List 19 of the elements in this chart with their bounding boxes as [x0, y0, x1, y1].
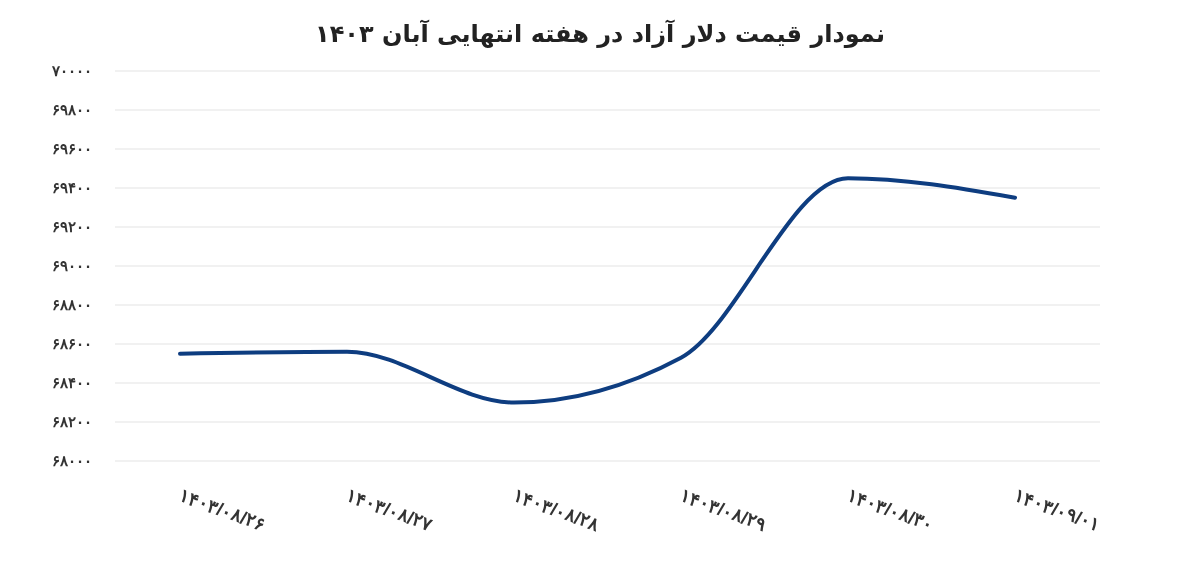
y-tick-label: ۶۹۶۰۰ — [52, 140, 92, 158]
y-tick-label: ۷۰۰۰۰ — [51, 62, 92, 80]
y-tick-label: ۶۸۶۰۰ — [52, 335, 92, 353]
y-tick-label: ۶۹۸۰۰ — [52, 101, 92, 119]
y-tick-label: ۶۸۲۰۰ — [52, 413, 92, 431]
y-tick-label: ۶۸۰۰۰ — [52, 452, 92, 470]
x-tick-label: ۱۴۰۳/۰۸/۳۰ — [844, 485, 936, 535]
y-tick-label: ۶۸۴۰۰ — [52, 374, 92, 392]
x-tick-label: ۱۴۰۳/۰۸/۲۷ — [343, 485, 435, 535]
x-tick-label: ۱۴۰۳/۰۸/۲۹ — [677, 485, 769, 535]
x-tick-label: ۱۴۰۳/۰۹/۰۱ — [1011, 485, 1103, 535]
x-tick-label: ۱۴۰۳/۰۸/۲۶ — [176, 485, 268, 535]
y-tick-label: ۶۹۴۰۰ — [52, 179, 92, 197]
x-tick-label: ۱۴۰۳/۰۸/۲۸ — [510, 485, 602, 535]
chart-title: نمودار قیمت دلار آزاد در هفته انتهایی آبان ۱۴۰۳ — [315, 19, 885, 48]
y-tick-label: ۶۹۲۰۰ — [52, 218, 92, 236]
line-series — [178, 176, 1017, 405]
y-tick-label: ۶۸۸۰۰ — [52, 296, 92, 314]
y-tick-label: ۶۹۰۰۰ — [52, 257, 92, 275]
